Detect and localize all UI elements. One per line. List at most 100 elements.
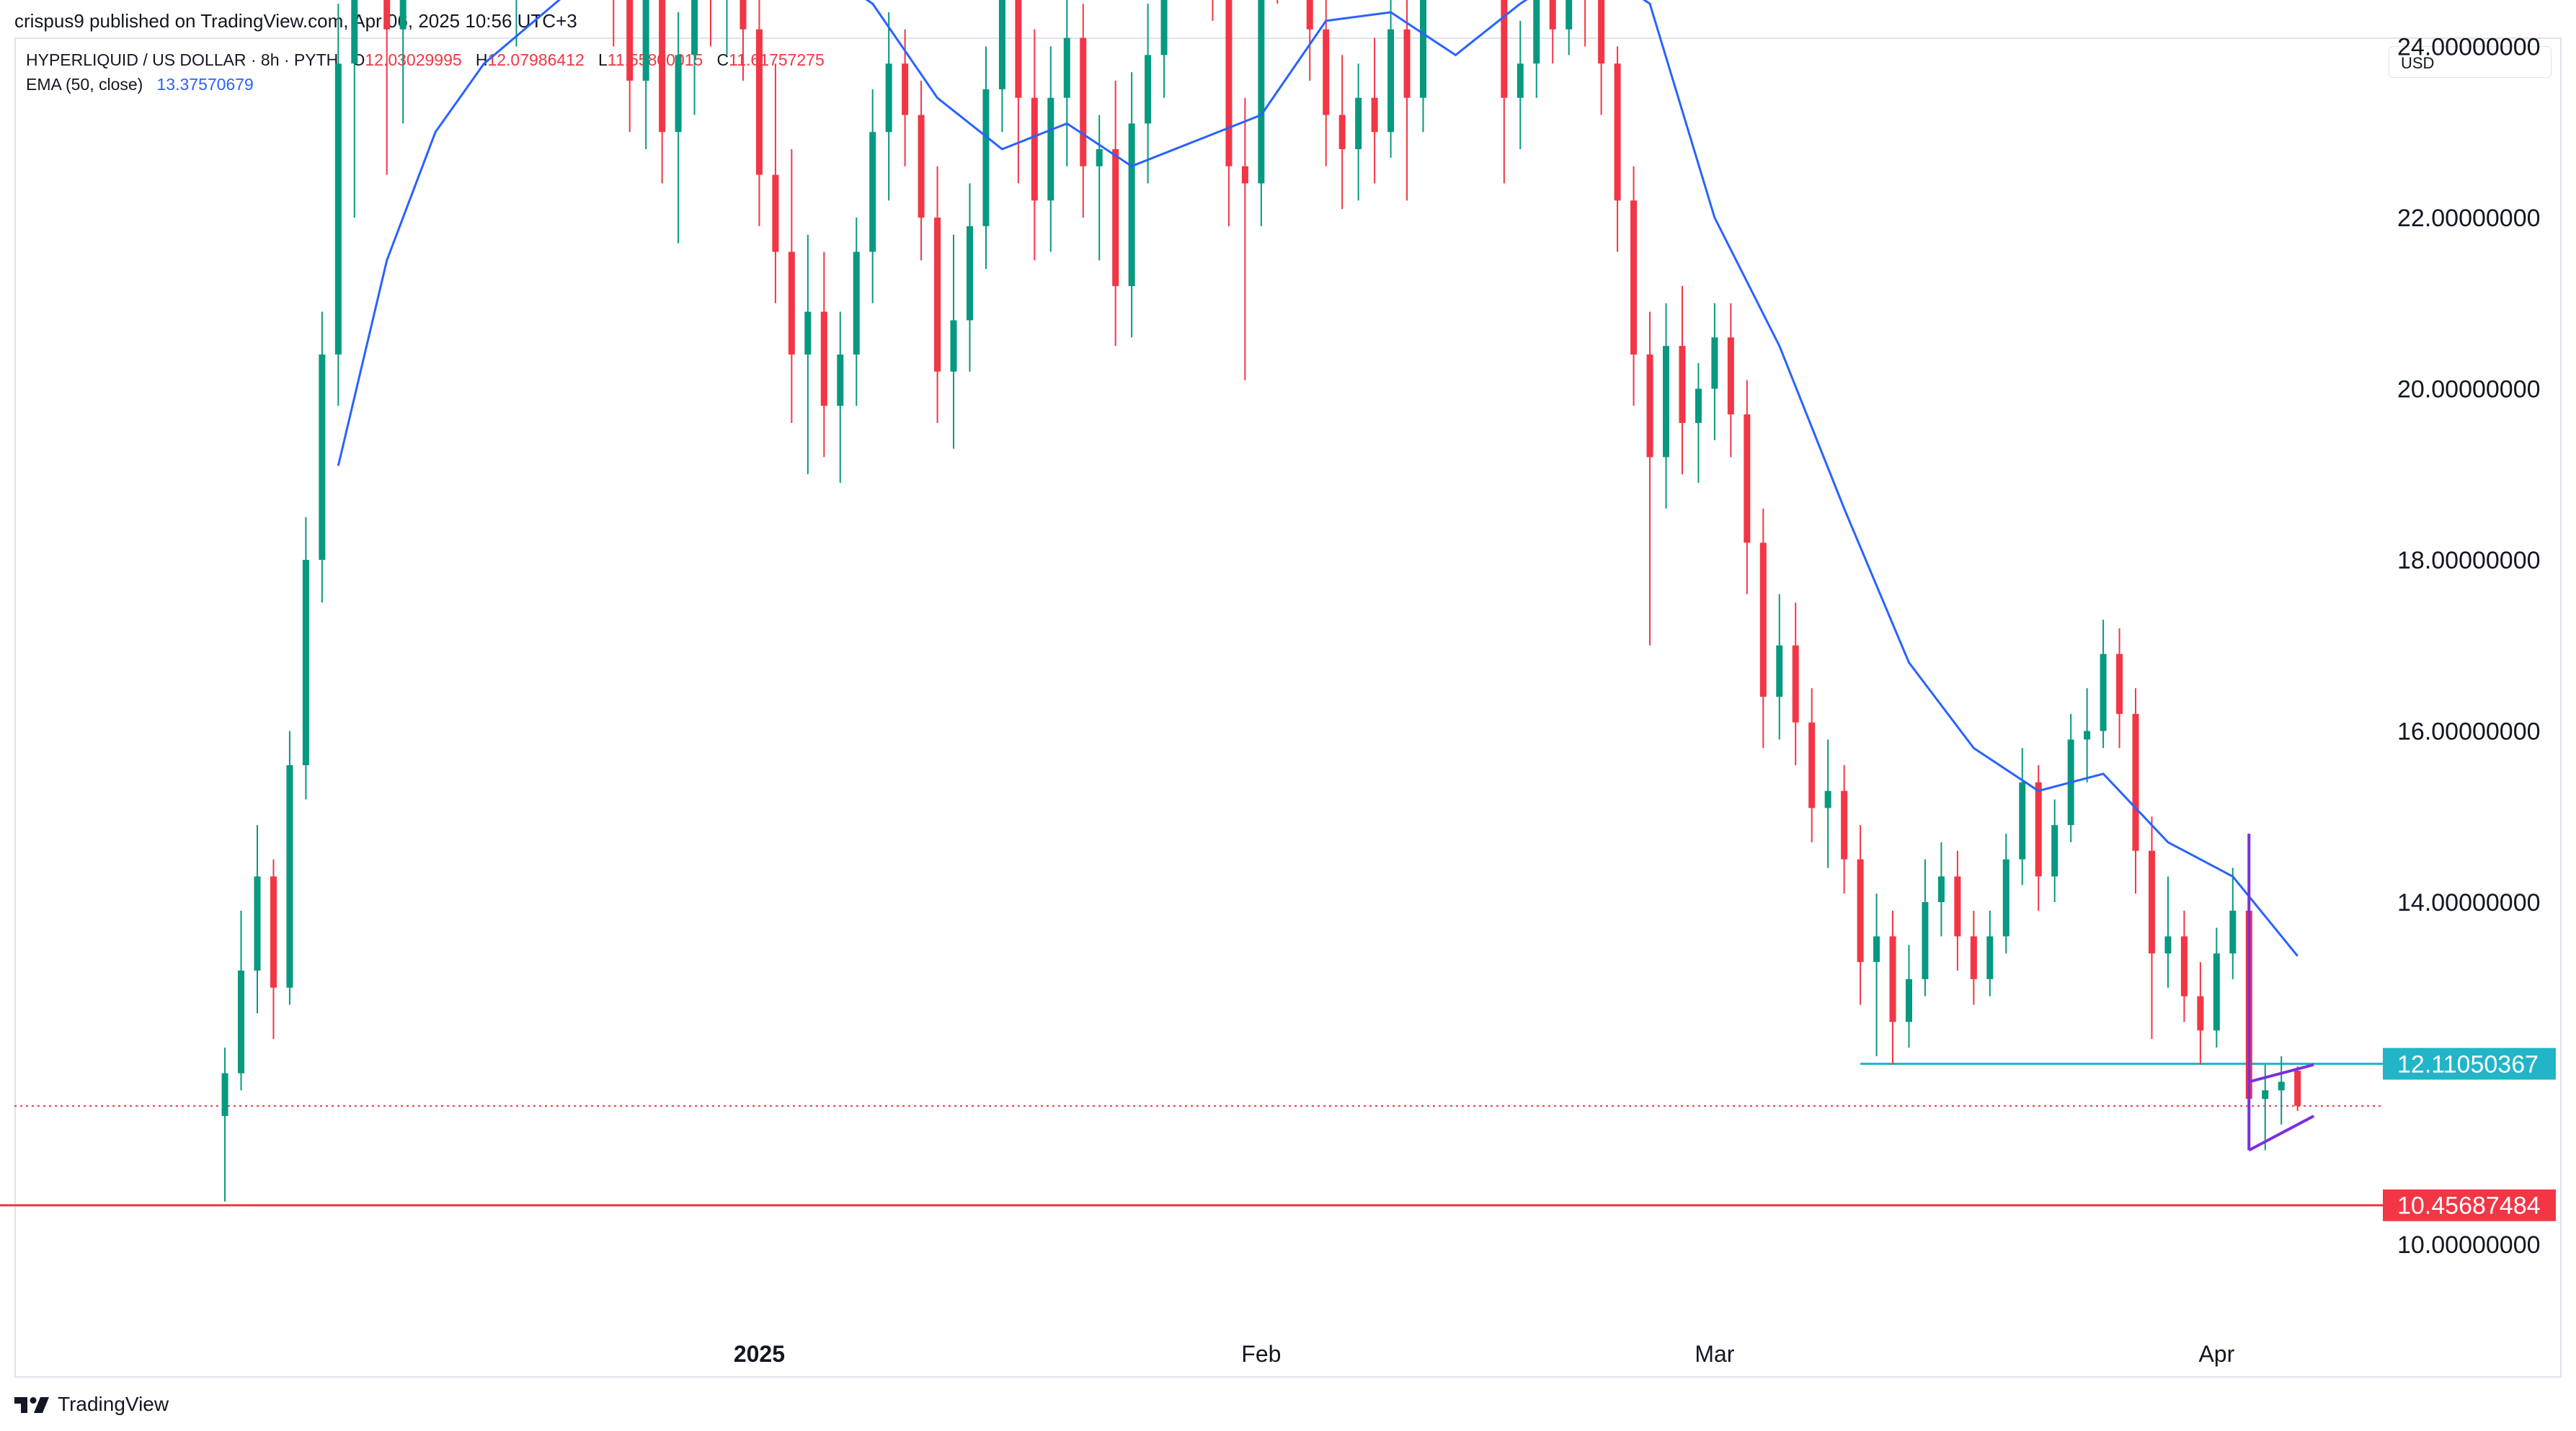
candle-body[interactable] bbox=[1986, 936, 1994, 979]
candle-body[interactable] bbox=[1970, 936, 1977, 979]
candle-body[interactable] bbox=[1096, 149, 1103, 166]
candle-body[interactable] bbox=[1225, 0, 1233, 166]
candle-body[interactable] bbox=[966, 226, 973, 321]
candle-body[interactable] bbox=[642, 0, 649, 81]
candle-body[interactable] bbox=[1824, 790, 1831, 808]
candle-body[interactable] bbox=[254, 876, 261, 971]
candle-body[interactable] bbox=[2116, 654, 2123, 714]
candle-body[interactable] bbox=[302, 560, 309, 765]
candle-body[interactable] bbox=[1145, 55, 1152, 124]
candle-body[interactable] bbox=[2002, 859, 2009, 937]
candle-body[interactable] bbox=[238, 971, 245, 1074]
candle-body[interactable] bbox=[2197, 996, 2204, 1031]
candle-body[interactable] bbox=[772, 174, 779, 252]
candle-body[interactable] bbox=[1727, 337, 1734, 415]
candle-body[interactable] bbox=[1744, 414, 1751, 543]
candle-body[interactable] bbox=[1420, 0, 1427, 98]
candle-body[interactable] bbox=[1614, 63, 1621, 201]
candle-body[interactable] bbox=[950, 320, 957, 372]
candle-body[interactable] bbox=[2019, 782, 2026, 860]
candle-body[interactable] bbox=[2051, 825, 2058, 877]
candle-body[interactable] bbox=[788, 251, 795, 355]
candle-body[interactable] bbox=[1501, 0, 1508, 98]
candle-body[interactable] bbox=[902, 63, 909, 115]
candle-body[interactable] bbox=[675, 55, 682, 133]
candle-body[interactable] bbox=[1759, 543, 1767, 697]
candle-body[interactable] bbox=[1080, 37, 1087, 166]
candle-body[interactable] bbox=[1241, 166, 1248, 184]
candle-body[interactable] bbox=[1355, 97, 1362, 149]
candle-body[interactable] bbox=[399, 0, 407, 30]
candle-body[interactable] bbox=[2084, 731, 2091, 740]
candle-body[interactable] bbox=[1387, 29, 1395, 133]
candle-body[interactable] bbox=[319, 355, 326, 560]
candle-body[interactable] bbox=[1889, 936, 1896, 1022]
candle-body[interactable] bbox=[351, 0, 358, 64]
candle-body[interactable] bbox=[1792, 645, 1799, 723]
candle-body[interactable] bbox=[1711, 337, 1718, 389]
candle-body[interactable] bbox=[1338, 115, 1346, 150]
candle-body[interactable] bbox=[2213, 953, 2220, 1031]
candle-body[interactable] bbox=[1533, 0, 1540, 64]
candle-body[interactable] bbox=[383, 0, 391, 30]
candle-body[interactable] bbox=[885, 63, 892, 133]
candle-body[interactable] bbox=[1112, 149, 1119, 286]
candle-body[interactable] bbox=[2262, 1090, 2269, 1100]
candle-body[interactable] bbox=[334, 63, 342, 355]
candle-body[interactable] bbox=[853, 251, 860, 355]
candle-body[interactable] bbox=[1323, 29, 1330, 115]
candle-body[interactable] bbox=[1646, 355, 1653, 458]
candle-body[interactable] bbox=[1922, 902, 1929, 979]
candle-body[interactable] bbox=[1808, 722, 1816, 808]
candle-body[interactable] bbox=[1371, 97, 1378, 133]
candle-body[interactable] bbox=[1679, 346, 1686, 423]
candle-body[interactable] bbox=[286, 765, 293, 988]
candle-body[interactable] bbox=[1128, 123, 1135, 286]
candle-body[interactable] bbox=[2100, 654, 2107, 731]
candle-body[interactable] bbox=[691, 0, 698, 55]
candle-body[interactable] bbox=[2164, 936, 2172, 954]
candle-body[interactable] bbox=[1937, 876, 1945, 902]
candle-body[interactable] bbox=[1873, 936, 1880, 963]
candle-body[interactable] bbox=[804, 311, 812, 355]
candle-body[interactable] bbox=[934, 218, 941, 372]
candle-body[interactable] bbox=[2148, 850, 2155, 954]
candle-body[interactable] bbox=[1857, 859, 1864, 963]
candle-body[interactable] bbox=[1063, 37, 1070, 98]
candle-body[interactable] bbox=[2180, 936, 2188, 997]
candle-body[interactable] bbox=[1565, 0, 1573, 30]
candle-body[interactable] bbox=[221, 1073, 228, 1116]
candle-body[interactable] bbox=[2229, 910, 2237, 954]
candle-body[interactable] bbox=[998, 0, 1005, 89]
candle-body[interactable] bbox=[1306, 0, 1313, 30]
candle-body[interactable] bbox=[1598, 0, 1605, 64]
candle-body[interactable] bbox=[2294, 1070, 2301, 1106]
candle-body[interactable] bbox=[740, 0, 747, 30]
candle-body[interactable] bbox=[1031, 97, 1038, 201]
candle-body[interactable] bbox=[1549, 0, 1556, 30]
candle-body[interactable] bbox=[1516, 63, 1524, 98]
candle-body[interactable] bbox=[820, 311, 827, 406]
candle-body[interactable] bbox=[1905, 978, 1912, 1022]
ema-label[interactable]: EMA (50, close) bbox=[26, 75, 143, 94]
candle-body[interactable] bbox=[270, 876, 277, 988]
candle-body[interactable] bbox=[626, 0, 634, 81]
candle-body[interactable] bbox=[1663, 346, 1670, 458]
candle-body[interactable] bbox=[982, 89, 990, 226]
candle-body[interactable] bbox=[1695, 388, 1702, 424]
candle-body[interactable] bbox=[2278, 1082, 2285, 1091]
flag-lower-line[interactable] bbox=[2248, 1115, 2315, 1152]
candle-body[interactable] bbox=[1630, 200, 1638, 355]
candle-body[interactable] bbox=[1160, 0, 1168, 55]
candle-body[interactable] bbox=[918, 115, 925, 218]
candle-body[interactable] bbox=[1776, 645, 1783, 697]
candle-body[interactable] bbox=[1047, 97, 1054, 201]
candle-body[interactable] bbox=[1015, 0, 1022, 98]
ema-line[interactable] bbox=[337, 0, 2299, 957]
candle-body[interactable] bbox=[2132, 713, 2139, 851]
candle-body[interactable] bbox=[659, 0, 666, 133]
candle-body[interactable] bbox=[837, 355, 844, 406]
candle-body[interactable] bbox=[869, 132, 876, 252]
currency-selector[interactable]: USD bbox=[2389, 46, 2551, 78]
